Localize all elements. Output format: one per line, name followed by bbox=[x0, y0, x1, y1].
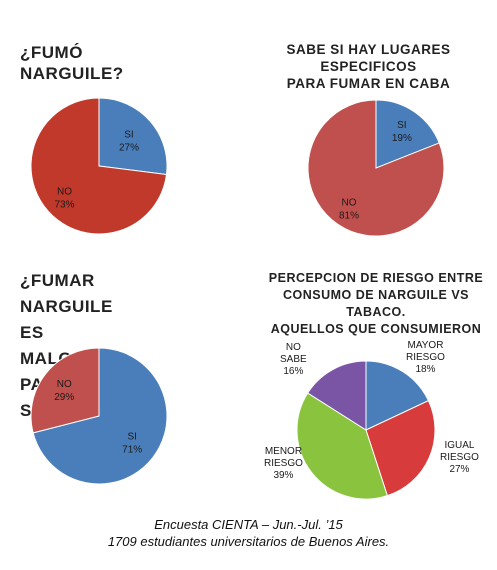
chart-2-title-line: PARA FUMAR EN CABA bbox=[286, 75, 451, 91]
chart-3-title-line: ¿FUMAR NARGUILE ES bbox=[20, 271, 113, 342]
slice-label: MENOR RIESGO 39% bbox=[264, 446, 303, 482]
slice-category: SI bbox=[397, 120, 406, 131]
slice-label: IGUAL RIESGO 27% bbox=[440, 440, 479, 476]
slice-category: NO SABE bbox=[280, 342, 307, 365]
slice-category: NO bbox=[57, 379, 72, 390]
slice-category: IGUAL bbox=[444, 440, 475, 451]
slice-percent: 29% bbox=[54, 392, 74, 403]
slice-category: MAYOR bbox=[407, 340, 444, 351]
slice-label: NO 73% bbox=[54, 186, 74, 210]
slice-label: MAYOR RIESGO 18% bbox=[406, 340, 445, 376]
pie-chart-4 bbox=[296, 360, 436, 500]
slice-label: NO 29% bbox=[54, 379, 74, 403]
slice-category: SI bbox=[127, 432, 136, 443]
slice-percent: 39% bbox=[273, 470, 294, 481]
chart-4-title-line: CONSUMO DE NARGUILE VS TABACO. bbox=[282, 288, 469, 319]
chart-4-title: PERCEPCION DE RIESGO ENTRE CONSUMO DE NA… bbox=[256, 270, 496, 338]
slice-percent: 71% bbox=[122, 445, 142, 456]
slice-percent: 18% bbox=[415, 364, 436, 375]
slice-percent: 16% bbox=[283, 366, 304, 377]
chart-1-title: ¿FUMÓ NARGUILE? bbox=[20, 42, 124, 85]
pie-chart-2: SI 19% NO 81% bbox=[307, 99, 445, 237]
survey-source-note: Encuesta CIENTA – Jun.-Jul. ’15 1709 est… bbox=[0, 516, 497, 550]
pie-slice-si bbox=[375, 99, 440, 169]
chart-2-title: SABE SI HAY LUGARES ESPECIFICOS PARA FUM… bbox=[246, 42, 491, 93]
slice-category: RIESGO bbox=[440, 452, 479, 463]
footer-line-2: 1709 estudiantes universitarios de Bueno… bbox=[107, 534, 390, 549]
pie-slice-no-sabe bbox=[307, 360, 367, 431]
slice-label: NO SABE 16% bbox=[280, 342, 307, 378]
slice-percent: 81% bbox=[339, 211, 359, 222]
slice-category: NO bbox=[57, 186, 72, 197]
chart-4-title-line: PERCEPCION DE RIESGO ENTRE bbox=[268, 271, 484, 285]
slice-label: SI 71% bbox=[122, 432, 142, 456]
slice-category: SI bbox=[124, 130, 133, 141]
slice-label: NO 81% bbox=[339, 198, 359, 222]
pie-slice-si bbox=[98, 97, 168, 176]
footer-line-1: Encuesta CIENTA – Jun.-Jul. ’15 bbox=[154, 517, 343, 532]
slice-percent: 27% bbox=[119, 143, 139, 154]
pie-chart-1: SI 27% NO 73% bbox=[30, 97, 168, 235]
slice-percent: 73% bbox=[54, 199, 74, 210]
pie-slice-menor-riesgo bbox=[296, 392, 388, 500]
pie-slice-si bbox=[32, 347, 168, 485]
slice-label: SI 27% bbox=[119, 130, 139, 154]
pie-slice-no bbox=[30, 97, 168, 235]
chart-1-title-line: ¿FUMÓ NARGUILE? bbox=[20, 43, 124, 84]
slice-percent: 19% bbox=[392, 133, 412, 144]
pie-slice-igual-riesgo bbox=[365, 399, 436, 497]
pie-slice-no bbox=[307, 99, 445, 237]
slice-category: NO bbox=[342, 198, 357, 209]
slice-category: MENOR bbox=[264, 446, 303, 457]
pie-slice-no bbox=[30, 347, 100, 434]
pie-chart-3: SI 71% NO 29% bbox=[30, 347, 168, 485]
chart-4-title-line: AQUELLOS QUE CONSUMIERON bbox=[270, 322, 482, 336]
slice-category: RIESGO bbox=[264, 458, 303, 469]
slice-label: SI 19% bbox=[392, 120, 412, 144]
pie-slice-mayor-riesgo bbox=[365, 360, 430, 431]
slice-percent: 27% bbox=[449, 464, 470, 475]
slice-category: RIESGO bbox=[406, 352, 445, 363]
chart-2-title-line: SABE SI HAY LUGARES ESPECIFICOS bbox=[286, 42, 451, 74]
